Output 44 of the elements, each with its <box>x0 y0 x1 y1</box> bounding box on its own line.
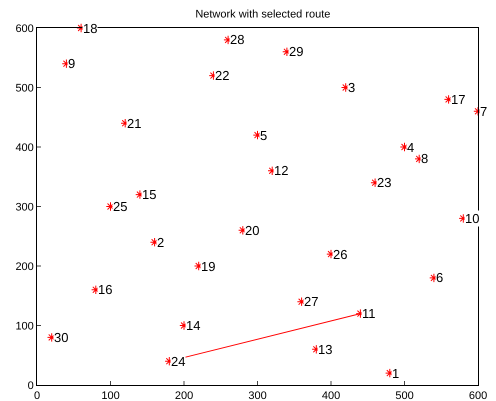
x-tick-label: 100 <box>101 390 120 401</box>
annotation: 11 <box>362 306 376 321</box>
annotation: 30 <box>54 330 68 345</box>
annotation: 14 <box>186 318 200 333</box>
annotation: 2 <box>157 235 164 250</box>
y-tick-label: 600 <box>15 22 34 35</box>
annotation: 20 <box>245 223 260 238</box>
annotation: 13 <box>318 342 332 357</box>
x-tick-label: 500 <box>395 390 414 401</box>
x-tick-label: 400 <box>322 390 340 401</box>
x-tick-label: 300 <box>248 390 267 401</box>
annotation: 25 <box>113 199 128 214</box>
annotation: 6 <box>436 270 444 285</box>
annotation: 8 <box>421 151 428 166</box>
annotation: 18 <box>83 21 98 36</box>
chart-title: Network with selected route <box>195 8 330 21</box>
annotation: 9 <box>68 56 76 71</box>
annotation: 3 <box>348 80 356 95</box>
annotation: 28 <box>230 32 244 47</box>
annotation: 15 <box>142 187 156 202</box>
annotation: 26 <box>333 247 348 262</box>
y-tick-label: 300 <box>15 201 34 214</box>
annotation: 12 <box>274 163 288 178</box>
annotation: 17 <box>451 92 466 107</box>
annotation: 24 <box>171 354 186 369</box>
y-tick-label: 0 <box>28 380 34 392</box>
x-tick-label: 200 <box>174 390 194 401</box>
y-tick-label: 500 <box>15 82 34 94</box>
annotation: 29 <box>289 44 304 59</box>
annotation: 27 <box>304 294 318 309</box>
annotation: 22 <box>215 68 230 83</box>
annotation: 7 <box>480 104 488 119</box>
y-tick-label: 200 <box>15 260 34 273</box>
annotation: 23 <box>377 175 392 190</box>
y-tick-label: 400 <box>15 142 34 154</box>
annotation: 16 <box>98 282 112 297</box>
x-tick-label: 600 <box>468 390 488 401</box>
annotation: 21 <box>127 116 142 131</box>
annotation: 4 <box>407 140 414 155</box>
annotation: 5 <box>260 128 268 143</box>
annotation: 10 <box>465 211 480 226</box>
annotation: 1 <box>392 366 400 381</box>
annotation: 19 <box>201 259 216 274</box>
y-tick-label: 100 <box>15 320 34 332</box>
